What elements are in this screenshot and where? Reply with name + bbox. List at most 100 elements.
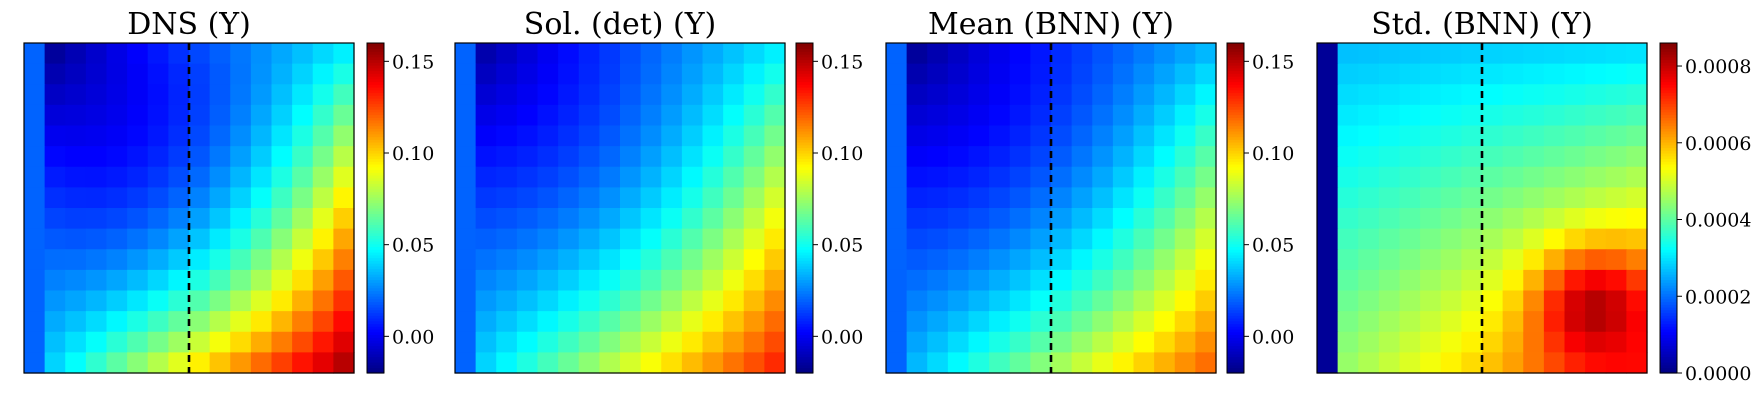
heatmap-cell [230, 311, 252, 333]
heatmap-cell [681, 290, 704, 312]
colorbar-segment [1660, 282, 1677, 286]
colorbar-segment [1227, 194, 1244, 198]
heatmap-cell [189, 63, 211, 85]
heatmap-cell [1626, 228, 1648, 250]
heatmap-cell [1133, 311, 1155, 333]
heatmap-cell [1358, 166, 1380, 188]
colorbar-segment [1227, 257, 1244, 261]
heatmap-cell [558, 228, 580, 250]
colorbar-tick-label: 0.10 [1252, 143, 1294, 165]
heatmap-cell [723, 187, 745, 209]
heatmap-cell [333, 63, 355, 85]
heatmap-cell [516, 331, 539, 353]
heatmap-cell [1112, 269, 1135, 292]
colorbar-segment [796, 221, 813, 226]
colorbar-segment [1660, 219, 1677, 223]
heatmap-cell [1030, 104, 1052, 127]
colorbar-segment [1227, 155, 1244, 160]
heatmap-cell [1420, 290, 1442, 312]
heatmap-cell [599, 311, 621, 333]
colorbar-segment [367, 260, 384, 264]
heatmap-cell [968, 228, 990, 250]
colorbar-segment [1227, 144, 1244, 149]
heatmap-cell [1378, 290, 1401, 312]
heatmap-cell [44, 63, 66, 85]
colorbar-segment [367, 78, 384, 83]
colorbar-segment [367, 213, 384, 217]
heatmap-cell [271, 166, 293, 188]
colorbar-segment [796, 210, 813, 215]
heatmap-cell [927, 43, 949, 65]
heatmap-cell [1051, 104, 1073, 127]
heatmap-cell [1420, 269, 1442, 292]
heatmap-cell [44, 269, 66, 292]
colorbar-segment [796, 367, 813, 371]
heatmap-cell [1071, 104, 1093, 127]
colorbar-tick-label: 0.0006 [1685, 133, 1751, 155]
heatmap-cell [989, 269, 1011, 292]
heatmap-cell [147, 269, 169, 292]
colorbar-segment [796, 175, 813, 179]
heatmap-cell [927, 269, 949, 292]
colorbar-segment [1660, 76, 1677, 80]
colorbar-segment [1660, 81, 1677, 85]
heatmap-cell [743, 43, 765, 65]
heatmap-cell [947, 290, 970, 312]
heatmap-cell [1502, 311, 1524, 333]
heatmap-cell [681, 352, 704, 374]
colorbar-segment [367, 188, 384, 193]
heatmap-cell [1399, 208, 1421, 230]
colorbar-segment [1660, 348, 1677, 352]
heatmap-cell [455, 352, 477, 374]
heatmap-cell [947, 352, 970, 374]
heatmap-cell [230, 228, 252, 250]
heatmap-cell [312, 352, 334, 374]
heatmap-cell [106, 331, 128, 353]
colorbar-segment [1227, 224, 1244, 228]
heatmap-cell [516, 311, 539, 333]
heatmap-cell [1564, 311, 1586, 333]
colorbar-segment [1227, 73, 1244, 77]
heatmap-cell [1440, 311, 1462, 333]
colorbar-segment [796, 59, 813, 63]
heatmap-cell [989, 249, 1011, 271]
heatmap-cell [209, 166, 231, 188]
heatmap-cell [1174, 249, 1196, 271]
heatmap-cell [1133, 63, 1155, 85]
heatmap-cell [886, 63, 908, 85]
heatmap-cell [475, 104, 497, 127]
heatmap-cell [661, 290, 683, 312]
heatmap-cell [1585, 249, 1607, 271]
colorbar-segment [367, 268, 384, 272]
heatmap-cell [1133, 125, 1155, 147]
heatmap-cell [65, 104, 87, 127]
heatmap-cell [1605, 125, 1627, 147]
heatmap-cell [558, 290, 580, 312]
heatmap-cell [168, 208, 190, 230]
colorbar-segment [367, 230, 384, 234]
colorbar-segment [796, 166, 813, 171]
colorbar-segment [1227, 246, 1244, 250]
heatmap-cell [927, 331, 949, 353]
colorbar-segment [1227, 271, 1244, 275]
heatmap-cell [1051, 166, 1073, 188]
heatmap-cell [24, 84, 46, 106]
heatmap-cell [661, 104, 683, 127]
heatmap-cell [1092, 228, 1114, 250]
heatmap-cell [475, 249, 497, 271]
colorbar-segment [367, 111, 384, 116]
heatmap-cell [764, 290, 786, 312]
heatmap-cell [1399, 352, 1421, 374]
heatmap-cell [578, 125, 600, 147]
colorbar-segment [367, 254, 384, 259]
heatmap-cell [764, 104, 786, 127]
colorbar-segment [1227, 340, 1244, 344]
heatmap-cell [1461, 290, 1483, 312]
heatmap-cell [271, 146, 293, 168]
colorbar-segment [367, 246, 384, 250]
heatmap-cell [1461, 63, 1483, 85]
colorbar-segment [367, 67, 384, 72]
heatmap-cell [230, 187, 252, 209]
heatmap-cell [516, 269, 539, 292]
heatmap-cell [1112, 104, 1135, 127]
